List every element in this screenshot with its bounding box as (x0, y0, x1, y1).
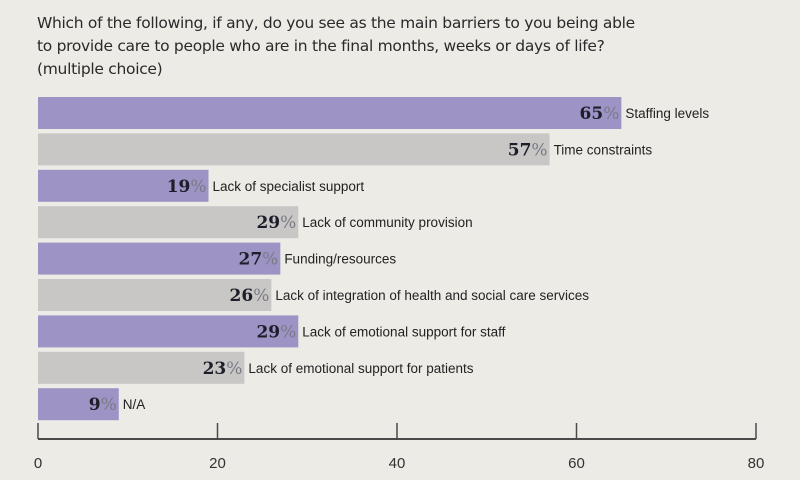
bar (38, 315, 299, 348)
value-number: 26 (230, 286, 254, 306)
value-label: 29% (256, 213, 296, 233)
value-number: 23 (203, 359, 227, 379)
bar (38, 97, 622, 129)
category-label: Lack of integration of health and social… (275, 288, 589, 303)
value-label: 26% (230, 286, 270, 306)
value-label: 23% (203, 359, 243, 379)
value-label: 19% (167, 177, 207, 197)
x-tick-label: 0 (34, 455, 42, 472)
bar (38, 206, 299, 239)
x-tick-label: 80 (748, 455, 765, 472)
bar (38, 242, 281, 275)
category-label: Lack of emotional support for patients (248, 361, 473, 376)
category-label: Time constraints (554, 142, 653, 157)
category-label: Staffing levels (625, 106, 709, 121)
value-percent: % (280, 213, 296, 233)
bar (38, 351, 245, 384)
value-percent: % (226, 359, 242, 379)
bar (38, 133, 550, 166)
title-line-3: (multiple choice) (37, 60, 163, 78)
value-percent: % (253, 286, 269, 306)
category-label: N/A (123, 397, 146, 412)
bar (38, 279, 272, 311)
value-percent: % (190, 177, 206, 197)
bars-group: 65% Staffing levels 57% Time constraints 19%… (38, 97, 709, 421)
value-number: 9 (89, 395, 101, 415)
category-label: Lack of specialist support (213, 179, 365, 194)
x-tick-label: 20 (209, 455, 226, 472)
value-number: 29 (256, 322, 280, 342)
value-label: 29% (256, 322, 296, 342)
value-percent: % (262, 250, 278, 270)
value-number: 19 (167, 177, 191, 197)
value-number: 27 (238, 250, 262, 270)
category-label: Funding/resources (284, 252, 396, 267)
category-label: Lack of community provision (302, 215, 472, 230)
value-label: 65% (580, 104, 620, 124)
value-percent: % (280, 322, 296, 342)
value-percent: % (603, 104, 619, 124)
value-label: 57% (508, 140, 548, 160)
title-line-2: to provide care to people who are in the… (37, 37, 605, 55)
bar (38, 388, 119, 421)
value-label: 27% (238, 250, 278, 270)
x-tick-label: 60 (568, 455, 585, 472)
category-label: Lack of emotional support for staff (302, 324, 505, 339)
value-number: 65 (580, 104, 604, 124)
title-line-1: Which of the following, if any, do you s… (37, 14, 635, 32)
x-tick-label: 40 (389, 455, 406, 472)
value-number: 29 (256, 213, 280, 233)
x-axis: 0 20 40 60 80 (34, 423, 765, 472)
value-percent: % (101, 395, 117, 415)
bar (38, 169, 209, 202)
value-percent: % (531, 140, 547, 160)
value-number: 57 (508, 140, 532, 160)
value-label: 9% (89, 395, 117, 415)
chart-title: Which of the following, if any, do you s… (37, 12, 757, 81)
